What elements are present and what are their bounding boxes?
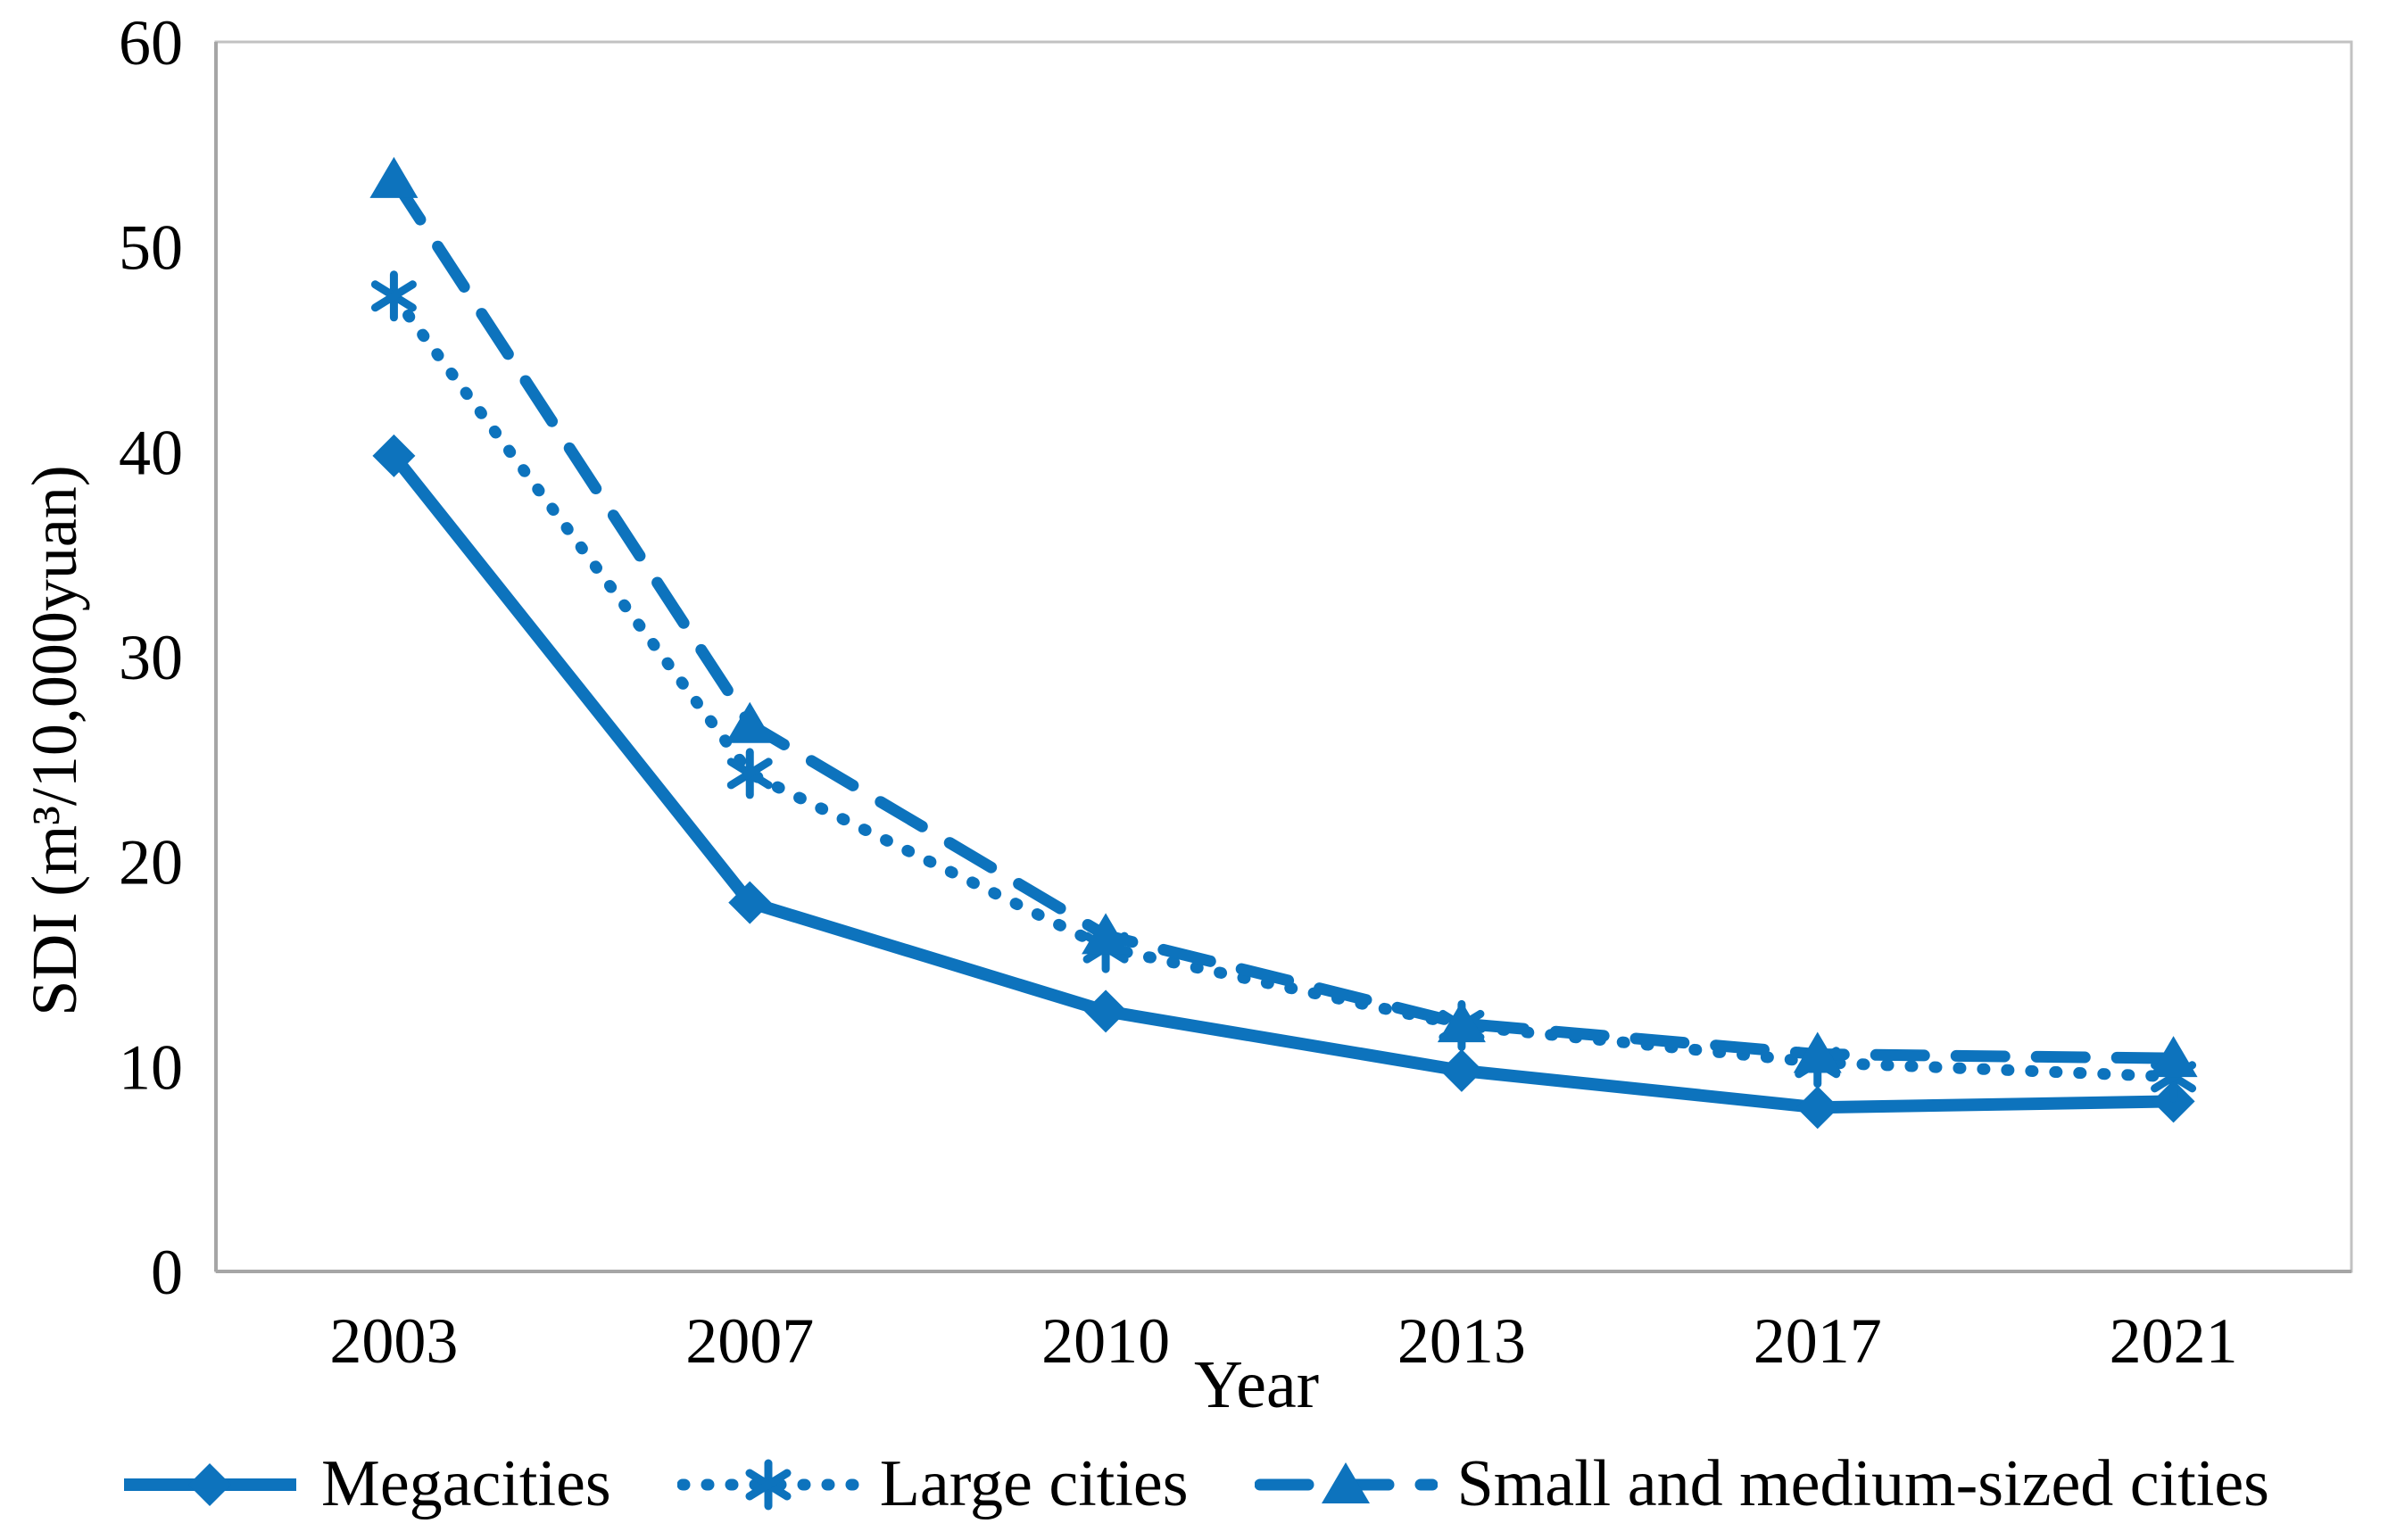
diamond-marker: [372, 434, 416, 477]
diamond-marker: [728, 881, 772, 924]
legend-label: Small and medium-sized cities: [1456, 1447, 2269, 1520]
x-axis-title: Year: [1194, 1347, 1319, 1422]
x-tick-label: 2007: [685, 1305, 814, 1377]
asterisk-marker: [745, 1459, 792, 1511]
diamond-marker: [188, 1463, 232, 1506]
diamond-marker: [1795, 1086, 1839, 1130]
asterisk-marker: [726, 748, 773, 799]
y-axis-title: SDI (m³/10,000yuan): [19, 465, 90, 1016]
legend-item-large-cities: Large cities: [676, 1447, 1189, 1520]
x-tick-label: 2017: [1754, 1305, 1882, 1377]
y-tick-label: 20: [119, 827, 183, 898]
triangle-marker: [1082, 913, 1131, 955]
series-line-dotted: [387, 290, 2180, 1083]
plot-frame: [214, 40, 2353, 1273]
triangle-marker: [1321, 1462, 1370, 1503]
triangle-marker: [726, 701, 775, 743]
y-tick-label: 30: [119, 622, 183, 693]
x-tick-label: 2021: [2110, 1305, 2238, 1377]
triangle-marker: [1437, 1001, 1486, 1043]
y-tick-label: 0: [151, 1237, 183, 1308]
triangle-marker: [2149, 1036, 2198, 1078]
dashed-line-swatch-icon: [1254, 1462, 1438, 1503]
x-tick-label: 2013: [1397, 1305, 1526, 1377]
x-tick-label: 2010: [1041, 1305, 1170, 1377]
diamond-marker: [1084, 989, 1128, 1033]
diamond-marker: [1439, 1048, 1483, 1092]
solid-line-swatch-icon: [124, 1463, 297, 1506]
y-tick-label: 40: [119, 417, 183, 488]
dotted-line-swatch-icon: [676, 1459, 860, 1511]
asterisk-marker: [370, 270, 417, 322]
legend-item-small-and-medium-sized-cities: Small and medium-sized cities: [1254, 1447, 2269, 1520]
series-line-solid: [388, 451, 2174, 1114]
y-tick-label: 10: [119, 1031, 183, 1103]
y-tick-label: 60: [119, 7, 183, 79]
y-tick-label: 50: [119, 212, 183, 284]
series-line-dashed: [387, 173, 2180, 1064]
triangle-marker: [369, 156, 419, 198]
x-tick-label: 2003: [329, 1305, 458, 1377]
legend-label: Large cities: [879, 1447, 1189, 1520]
legend-label: Megacities: [321, 1447, 611, 1520]
legend-item-megacities: Megacities: [119, 1451, 611, 1517]
legend: Megacities Large cities Small and medium-s…: [0, 1435, 2388, 1533]
triangle-marker: [1793, 1031, 1842, 1073]
